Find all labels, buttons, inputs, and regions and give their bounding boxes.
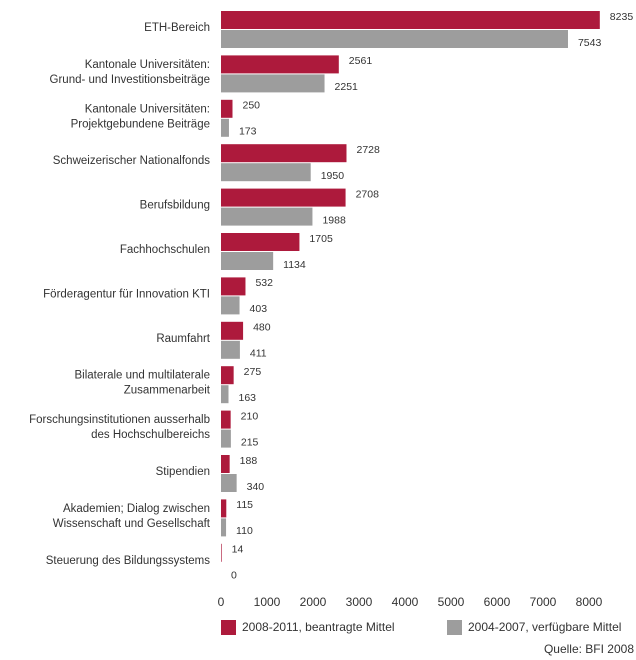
bar: [221, 366, 234, 385]
legend-swatch: [447, 620, 462, 635]
value-label: 0: [231, 570, 237, 582]
x-tick-label: 2000: [300, 595, 327, 609]
value-label: 173: [239, 126, 257, 138]
bar: [221, 99, 233, 118]
x-tick-label: 5000: [438, 595, 465, 609]
value-label: 1988: [322, 214, 346, 226]
value-label: 403: [250, 303, 268, 315]
category-label: Raumfahrt: [156, 333, 210, 345]
value-label: 2561: [349, 55, 373, 67]
bar: [221, 543, 222, 562]
category-label: Stipendien: [156, 466, 210, 478]
bar: [221, 385, 229, 404]
value-label: 250: [243, 100, 261, 112]
category-label: Kantonale Universitäten: Grund- und Inves…: [50, 59, 210, 86]
bar: [221, 144, 347, 163]
bar: [221, 233, 300, 251]
bar: [221, 340, 240, 359]
x-tick-label: 3000: [346, 595, 373, 609]
value-label: 1134: [283, 259, 306, 271]
category-label: Berufsbildung: [140, 200, 210, 212]
x-tick-label: 6000: [484, 595, 511, 609]
category-label: Akademien; Dialog zwischen Wissenschaft u…: [53, 503, 211, 530]
value-label: 1705: [309, 233, 333, 245]
value-label: 210: [241, 410, 259, 422]
value-label: 340: [247, 481, 265, 493]
bar: [221, 55, 339, 74]
category-label: Schweizerischer Nationalfonds: [53, 155, 210, 167]
value-label: 1950: [321, 170, 345, 182]
value-label: 2708: [356, 188, 380, 200]
bar: [221, 11, 600, 29]
x-tick-label: 4000: [392, 595, 419, 609]
category-label: Steuerung des Bildungssystems: [46, 555, 211, 567]
x-tick-label: 1000: [254, 595, 281, 609]
category-label: Bilaterale und multilaterale Zusammenarbe…: [74, 370, 210, 397]
value-label: 275: [244, 366, 262, 378]
bar: [221, 518, 227, 537]
bar: [221, 163, 311, 182]
value-label: 110: [236, 525, 253, 537]
category-label: Kantonale Universitäten: Projektgebundene…: [71, 103, 210, 130]
bar: [221, 321, 244, 340]
value-label: 480: [253, 322, 271, 334]
category-label: Fachhochschulen: [120, 244, 210, 256]
category-label: Forschungsinstitutionen ausserhalb des Ho…: [29, 414, 210, 441]
bar: [221, 410, 231, 429]
value-label: 188: [240, 455, 258, 467]
value-label: 8235: [610, 11, 634, 23]
bar: [221, 499, 227, 518]
bar: [221, 277, 246, 296]
value-label: 2728: [356, 144, 380, 156]
bar: [221, 455, 230, 473]
value-label: 14: [232, 544, 244, 556]
value-label: 7543: [578, 37, 602, 49]
value-label: 2251: [335, 81, 359, 93]
bar: [221, 207, 313, 226]
bar: [221, 74, 325, 93]
x-tick-label: 7000: [530, 595, 557, 609]
legend-label: 2004-2007, verfügbare Mittel: [468, 620, 621, 634]
value-label: 215: [241, 436, 259, 448]
bar: [221, 30, 568, 48]
x-tick-label: 8000: [576, 595, 603, 609]
value-label: 163: [238, 392, 256, 404]
legend-swatch: [221, 620, 236, 635]
bar: [221, 429, 231, 448]
legend-label: 2008-2011, beantragte Mittel: [242, 620, 395, 634]
bar: [221, 474, 237, 492]
bar: [221, 296, 240, 315]
bar: [221, 252, 274, 270]
value-label: 115: [236, 499, 253, 511]
bar: [221, 118, 229, 137]
x-tick-label: 0: [218, 595, 225, 609]
source: Quelle: BFI 2008: [544, 642, 634, 656]
category-label: ETH-Bereich: [144, 22, 210, 34]
category-label: Förderagentur für Innovation KTI: [43, 288, 210, 300]
value-label: 411: [250, 348, 267, 360]
value-label: 532: [255, 277, 273, 289]
bar: [221, 188, 346, 207]
